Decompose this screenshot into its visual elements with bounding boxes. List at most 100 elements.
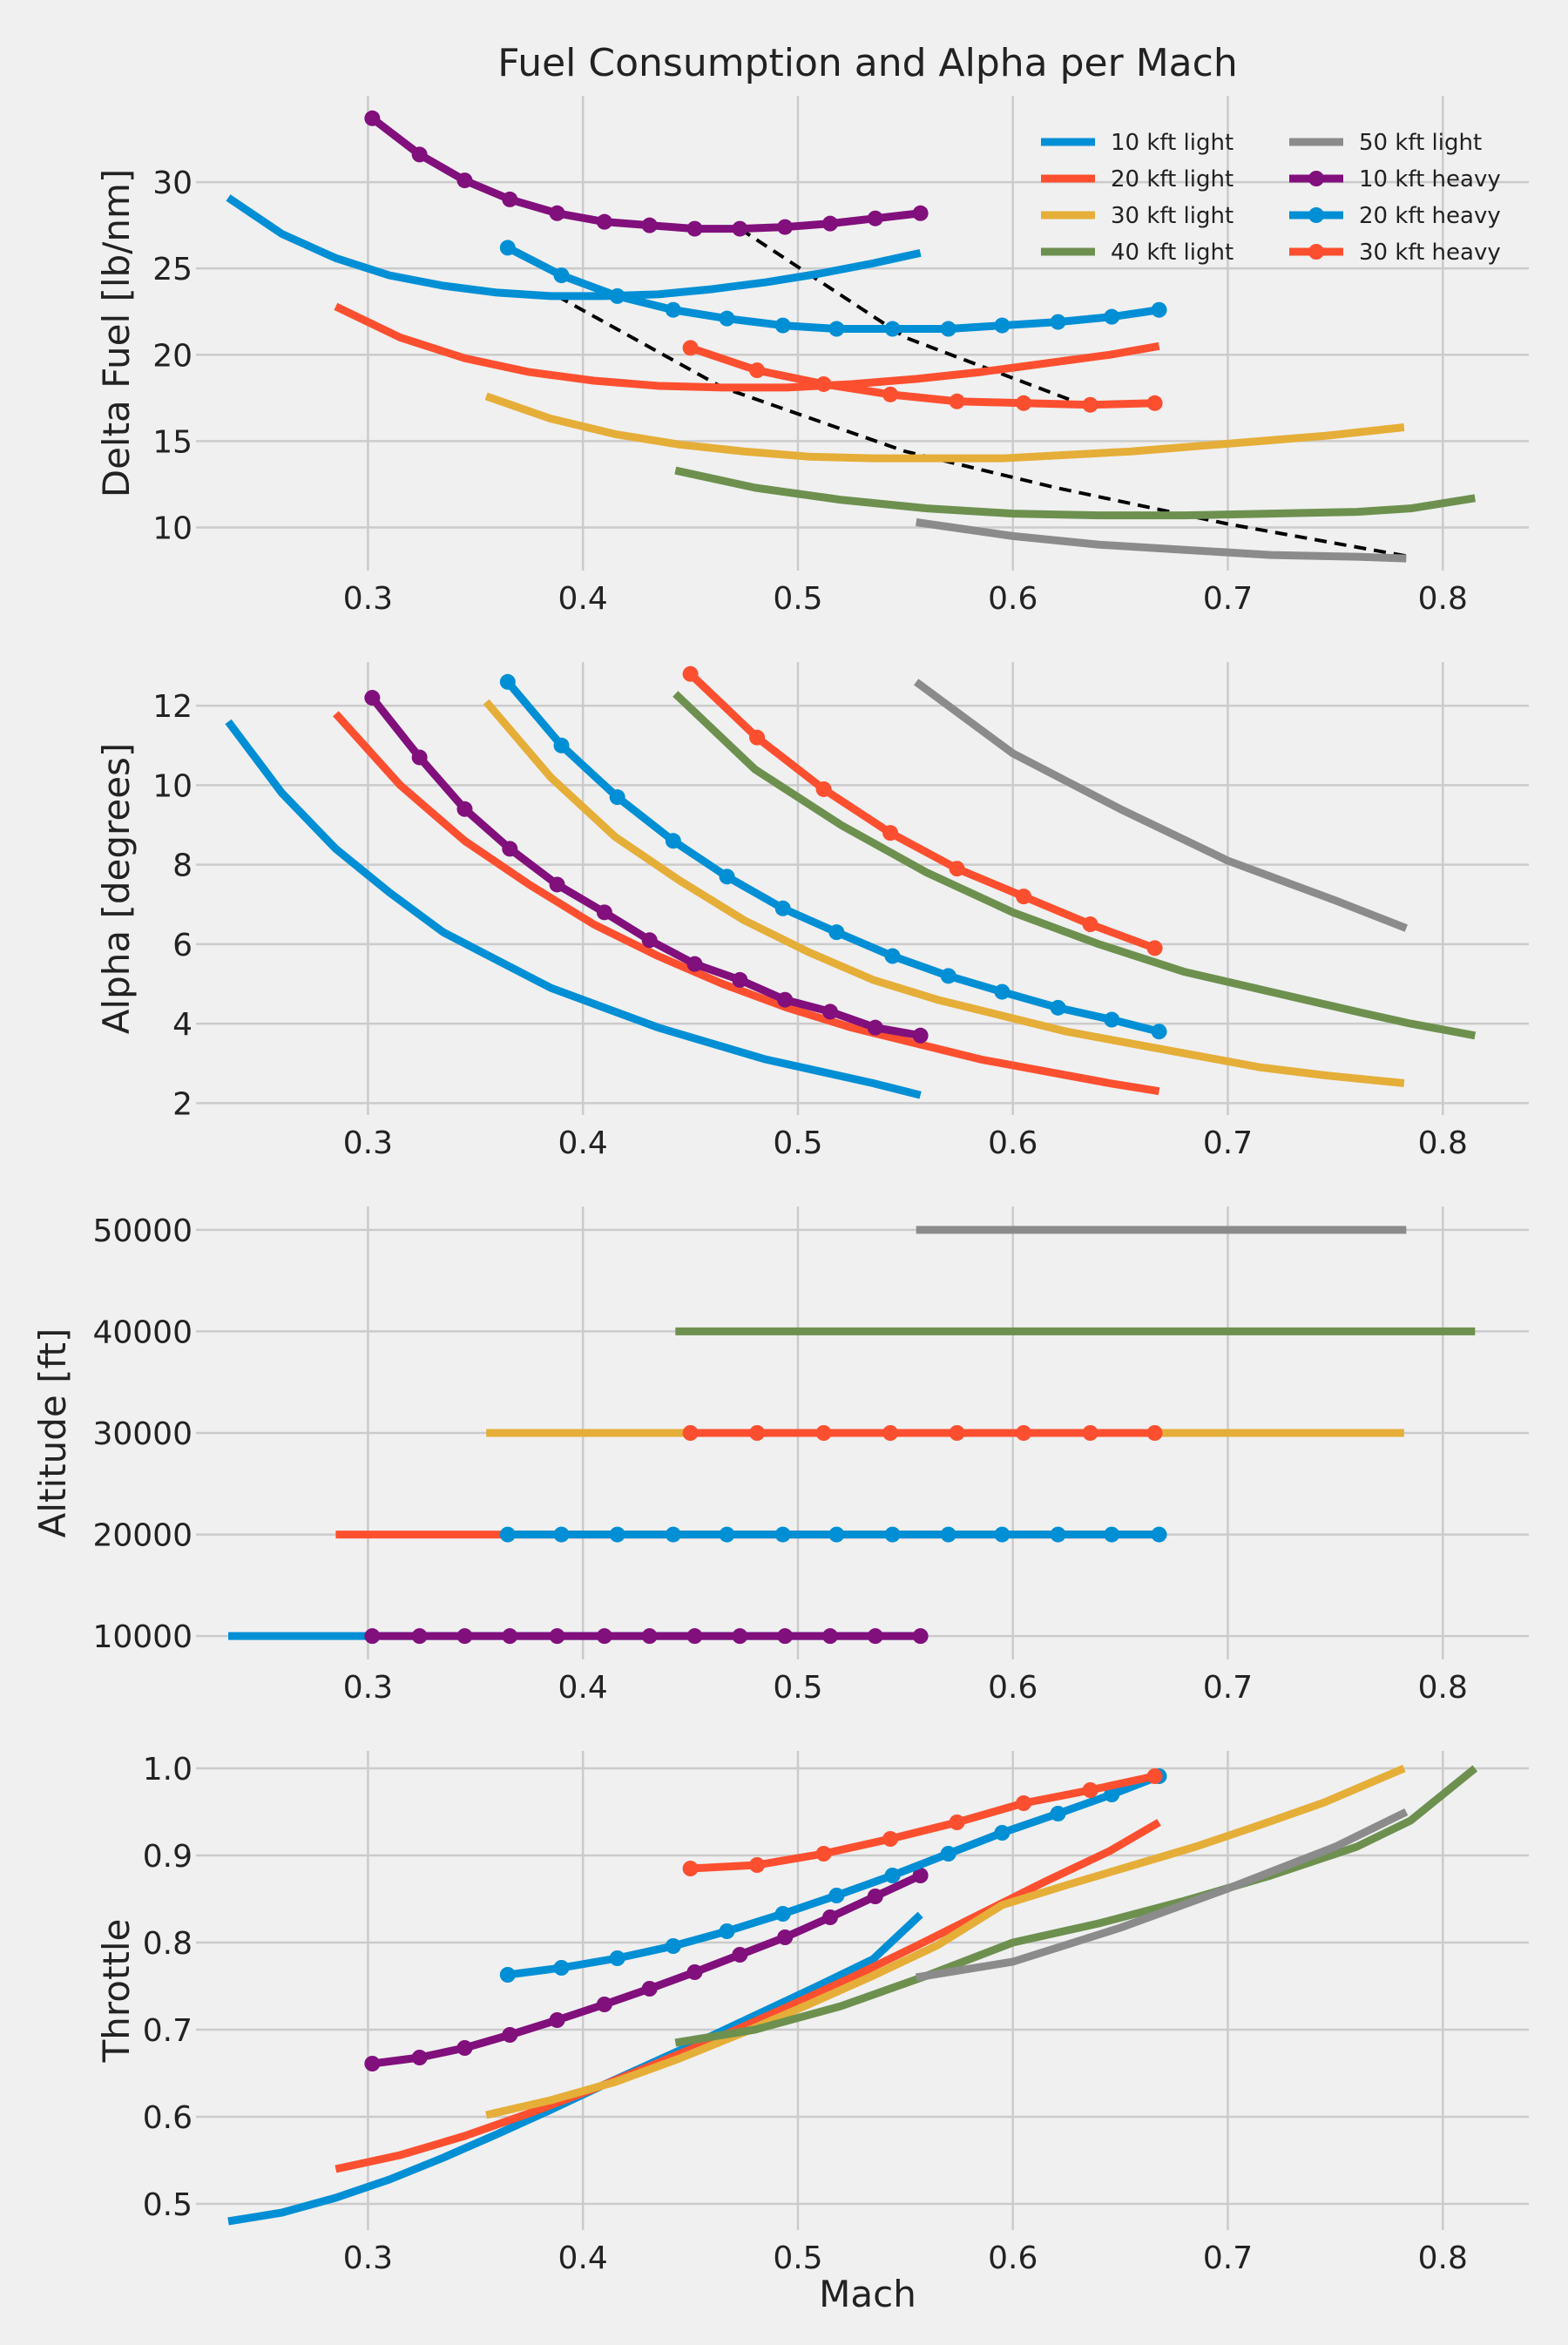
data-point <box>686 956 703 972</box>
y-tick-label: 15 <box>152 424 193 460</box>
series-30-kft-light <box>483 699 1405 1087</box>
data-point <box>411 2050 428 2065</box>
series-line <box>689 344 1155 409</box>
data-point <box>940 1846 956 1862</box>
series-30-kft-heavy <box>682 1768 1163 1876</box>
data-point <box>994 1825 1010 1841</box>
y-tick-label: 8 <box>172 848 193 884</box>
x-tick-label: 0.5 <box>773 581 822 617</box>
x-tick-label: 0.8 <box>1418 1125 1468 1161</box>
legend: 10 kft light 20 kft light 30 kft light 40 k… <box>1041 130 1501 266</box>
data-point <box>549 1628 565 1645</box>
data-point <box>1082 1425 1098 1441</box>
series-10-kft-light <box>226 194 922 301</box>
data-point <box>641 1981 658 1997</box>
data-point <box>1151 1024 1167 1040</box>
y-tick-label: 10 <box>152 768 193 804</box>
data-point <box>1016 889 1032 905</box>
series-20-kft-light <box>334 302 1160 392</box>
legend-label: 30 kft heavy <box>1359 240 1501 266</box>
series-line <box>914 679 1408 932</box>
x-tick-label: 0.3 <box>343 581 393 617</box>
x-tick-label: 0.7 <box>1203 2240 1253 2276</box>
data-point <box>949 1815 965 1830</box>
series-line <box>916 518 1407 563</box>
data-point <box>665 1526 681 1543</box>
data-point <box>749 1425 766 1441</box>
legend-item: 40 kft light <box>1041 240 1233 266</box>
series-40-kft-light <box>674 1765 1478 2047</box>
data-point <box>821 1628 838 1645</box>
data-point <box>1082 1782 1098 1798</box>
data-point <box>719 1923 735 1939</box>
data-point <box>882 1831 899 1847</box>
data-point <box>686 220 703 237</box>
data-point <box>884 948 901 964</box>
series-20-kft-light <box>335 1819 1161 2173</box>
legend-marker <box>1308 207 1324 223</box>
y-tick-label: 25 <box>152 252 193 287</box>
series-30-kft-heavy <box>682 1425 1163 1441</box>
y-tick-label: 50000 <box>92 1213 193 1249</box>
data-point <box>777 219 794 235</box>
y-tick-label: 30000 <box>92 1416 193 1452</box>
legend-label: 10 kft light <box>1111 130 1233 156</box>
series-30-kft-heavy <box>682 666 1163 956</box>
data-point <box>596 904 612 921</box>
series-50-kft-light <box>915 1808 1409 1982</box>
series-30-kft-heavy <box>682 340 1163 413</box>
data-point <box>1016 395 1032 411</box>
data-point <box>665 833 681 849</box>
legend-item: 10 kft heavy <box>1289 166 1501 193</box>
series-20-kft-light <box>333 711 1160 1096</box>
series-30-kft-light <box>485 1764 1406 2119</box>
data-point <box>1082 396 1098 413</box>
x-tick-label: 0.5 <box>773 1670 822 1706</box>
legend-label: 40 kft light <box>1111 240 1233 266</box>
series-50-kft-light <box>916 518 1407 563</box>
data-point <box>596 213 612 230</box>
y-tick-label: 40000 <box>92 1314 193 1350</box>
legend-label: 20 kft light <box>1111 166 1233 193</box>
data-point <box>641 217 658 233</box>
data-point <box>882 1425 899 1441</box>
data-point <box>1050 1806 1066 1821</box>
legend-item: 20 kft light <box>1041 166 1233 193</box>
data-point <box>732 971 748 988</box>
data-point <box>553 267 570 284</box>
data-point <box>749 362 766 379</box>
x-tick-label: 0.6 <box>988 581 1037 617</box>
legend-item: 10 kft light <box>1041 130 1233 156</box>
data-point <box>411 1628 428 1645</box>
data-point <box>777 991 794 1008</box>
data-point <box>867 210 883 226</box>
chart-title: Fuel Consumption and Alpha per Mach <box>497 41 1237 85</box>
legend-item: 50 kft light <box>1289 130 1482 156</box>
x-tick-label: 0.3 <box>343 2240 393 2276</box>
series-line <box>227 1911 923 2226</box>
data-point <box>686 1964 703 1980</box>
legend-label: 10 kft heavy <box>1359 166 1501 193</box>
data-point <box>719 310 735 327</box>
series-10-kft-heavy <box>364 1868 929 2071</box>
y-tick-label: 20000 <box>92 1518 193 1554</box>
data-point <box>882 386 899 402</box>
data-point <box>912 1027 929 1044</box>
data-point <box>456 1628 473 1645</box>
series-line <box>672 691 1477 1040</box>
data-point <box>884 1526 901 1543</box>
x-tick-label: 0.6 <box>988 1670 1037 1706</box>
x-tick-label: 0.8 <box>1418 581 1468 617</box>
legend-marker <box>1308 171 1324 186</box>
data-point <box>774 900 791 916</box>
data-point <box>364 1628 381 1645</box>
data-point <box>641 932 658 949</box>
series-line <box>504 679 1160 1036</box>
panel-throttle: 0.3 0.4 0.5 0.6 0.7 0.8 0.5 0.6 0.7 0.8 0.9 1.0 Thro… <box>95 1751 1529 2276</box>
x-tick-label: 0.3 <box>343 1125 393 1161</box>
series-line <box>368 695 922 1040</box>
x-tick-label: 0.6 <box>988 2240 1037 2276</box>
data-point <box>815 1425 832 1441</box>
data-point <box>553 1526 570 1543</box>
